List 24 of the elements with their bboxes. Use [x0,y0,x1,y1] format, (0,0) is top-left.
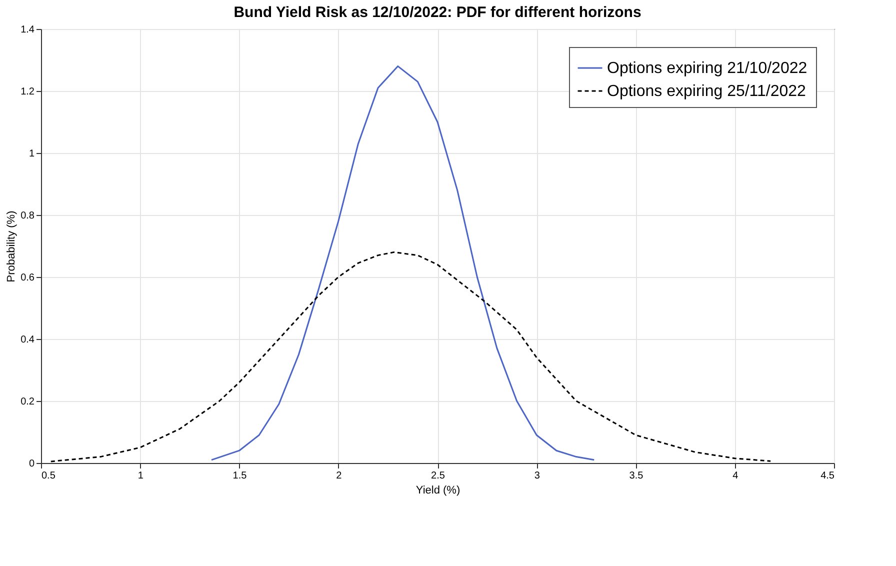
x-tick-label: 1 [138,470,144,482]
x-tick-label: 2 [336,470,342,482]
x-tick-label: 0.5 [42,470,56,482]
y-tick-label: 1 [28,148,35,160]
line-series [50,251,772,462]
x-tick-label: 3.5 [629,470,644,482]
y-tick-label: 0 [28,458,35,470]
chart-title: Bund Yield Risk as 12/10/2022: PDF for different horizons [234,4,642,21]
legend-label: Options expiring 25/11/2022 [607,83,806,100]
y-tick-label: 1.4 [20,24,35,36]
x-tick-label: 3 [534,470,540,482]
line-series [210,65,595,461]
y-tick-label: 0.2 [20,396,35,408]
y-axis-title: Probability (%) [6,210,18,282]
y-tick-label: 1.2 [20,86,35,98]
y-tick-label: 0.8 [20,210,35,222]
legend-label: Options expiring 21/10/2022 [607,60,808,77]
y-tick-label: 0.4 [20,334,35,346]
x-tick-label: 4 [732,470,739,482]
x-tick-label: 4.5 [820,470,835,482]
x-tick-label: 2.5 [431,470,446,482]
y-tick-label: 0.6 [20,272,35,284]
x-axis-title: Yield (%) [416,484,460,496]
x-tick-label: 1.5 [232,470,248,482]
